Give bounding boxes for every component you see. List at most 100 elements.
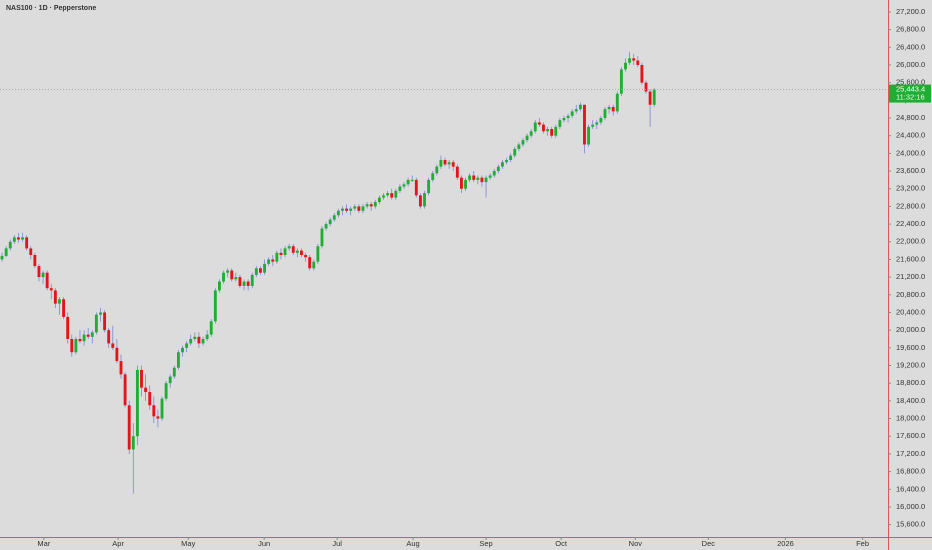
candle-body (566, 115, 570, 119)
candle-body (373, 201, 377, 207)
x-tick-label: Aug (406, 539, 419, 548)
candle-body (382, 195, 385, 198)
candle-body (607, 106, 611, 110)
y-tick-label: 24,400.0 (896, 131, 925, 140)
candle-body (0, 255, 4, 260)
candle-body (369, 204, 373, 207)
candle-body (66, 316, 70, 339)
candle-body (357, 206, 361, 211)
candle-body (349, 208, 353, 211)
candle-body (418, 195, 422, 207)
candle-body (144, 387, 148, 393)
candle-body (8, 241, 12, 249)
candle-body (62, 299, 66, 317)
x-tick-label: Sep (479, 539, 492, 548)
x-tick-label: Oct (555, 539, 568, 548)
y-tick-label: 17,200.0 (896, 449, 925, 458)
candle-body (49, 288, 53, 291)
y-tick-label: 20,800.0 (896, 290, 925, 299)
candle-body (17, 237, 20, 240)
candle-body (275, 252, 279, 262)
candle-body (345, 208, 349, 211)
candle-body (455, 166, 459, 178)
candle-body (287, 246, 291, 249)
candle-body (226, 270, 230, 273)
y-tick-label: 24,800.0 (896, 113, 925, 122)
candle-body (501, 162, 504, 167)
candle-body (279, 252, 283, 256)
candle-body (107, 330, 111, 344)
candle-body (103, 312, 107, 331)
x-tick-label: Dec (702, 539, 716, 548)
candle-body (574, 109, 578, 112)
candle-body (599, 118, 603, 123)
candle-body (267, 259, 271, 264)
candle-body (127, 405, 131, 450)
x-tick-label: May (181, 539, 195, 548)
candle-body (172, 367, 176, 377)
candle-body (488, 175, 492, 178)
y-tick-label: 22,400.0 (896, 219, 925, 228)
y-tick-label: 18,800.0 (896, 378, 925, 387)
candle-body (652, 89, 656, 105)
candle-body (230, 270, 234, 280)
candle-body (123, 374, 127, 406)
candle-body (168, 376, 172, 384)
candle-body (189, 338, 193, 344)
candle-body (328, 219, 332, 225)
candle-body (213, 290, 217, 322)
candle-body (529, 131, 533, 136)
y-tick-label: 26,400.0 (896, 42, 925, 51)
candle-body (537, 122, 541, 125)
candle-body (78, 338, 82, 342)
candle-body (406, 179, 410, 185)
candle-body (201, 338, 205, 344)
candle-body (283, 248, 287, 256)
candle-body (185, 343, 189, 348)
candle-body (505, 159, 508, 163)
x-tick-label: Nov (629, 539, 643, 548)
candle-body (476, 177, 480, 180)
candle-body (394, 190, 398, 198)
candle-body (377, 197, 381, 202)
candle-body (492, 171, 496, 176)
candle-body (439, 159, 443, 167)
countdown-label: 11:32:16 (896, 93, 925, 102)
candle-body (451, 162, 455, 167)
candle-body (320, 228, 324, 247)
candle-body (45, 272, 49, 289)
candle-body (74, 338, 78, 353)
candle-body (562, 118, 566, 121)
candle-body (644, 82, 648, 92)
candle-body (484, 177, 488, 183)
y-tick-label: 27,200.0 (896, 7, 925, 16)
y-tick-label: 18,000.0 (896, 414, 925, 423)
candle-body (99, 312, 102, 315)
candle-body (94, 314, 98, 333)
candle-body (628, 58, 632, 63)
candle-body (336, 210, 340, 216)
candle-body (86, 334, 90, 337)
candle-body (517, 144, 521, 149)
candle-body (435, 166, 439, 174)
candle-body (222, 272, 225, 282)
candle-body (431, 173, 435, 180)
candle-body (25, 237, 29, 249)
candle-body (41, 272, 45, 278)
candle-body (33, 255, 37, 267)
candle-body (533, 122, 537, 132)
candle-body (205, 334, 209, 339)
candle-body (480, 177, 484, 183)
y-tick-label: 26,800.0 (896, 25, 925, 34)
candle-body (341, 208, 344, 211)
candle-body (295, 250, 299, 253)
candle-body (570, 111, 574, 116)
candle-body (509, 155, 513, 160)
y-tick-label: 21,200.0 (896, 272, 925, 281)
y-tick-label: 22,000.0 (896, 237, 925, 246)
candle-body (640, 64, 644, 83)
y-tick-label: 23,200.0 (896, 184, 925, 193)
candle-body (160, 398, 164, 419)
